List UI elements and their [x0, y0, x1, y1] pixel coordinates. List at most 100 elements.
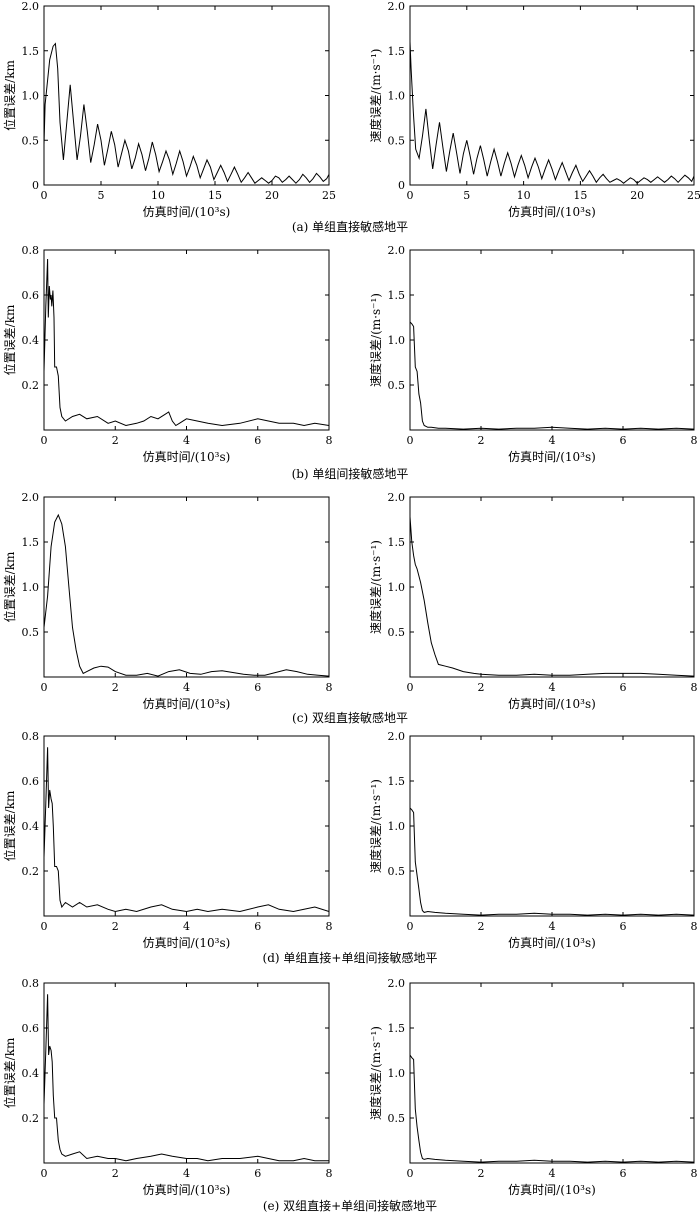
chart-0-0-xtick-label: 15	[208, 189, 222, 202]
chart-3-0-ytick-label: 0.2	[22, 865, 40, 878]
chart-0-1-ylabel: 速度误差/(m·s⁻¹)	[368, 49, 383, 143]
chart-4-0-ytick-label: 0.6	[22, 1022, 40, 1035]
chart-4-0-ytick-label: 0.4	[22, 1067, 40, 1080]
chart-4-0-xtick-label: 4	[183, 1167, 190, 1180]
chart-4-1-ytick-label: 2.0	[388, 977, 406, 990]
chart-0-0-ytick-label: 0	[32, 179, 39, 192]
chart-0-0-xtick-label: 5	[98, 189, 105, 202]
chart-4-1-xtick-label: 4	[549, 1167, 556, 1180]
chart-0-1-xtick-label: 5	[463, 189, 470, 202]
chart-4-0-ytick-label: 0.8	[22, 977, 40, 990]
chart-1-0-frame	[43, 249, 330, 431]
chart-2-1-ytick-label: 1.5	[388, 536, 406, 549]
chart-0-1-xlabel: 仿真时间/(10³s)	[508, 205, 596, 219]
chart-2-1-xtick-label: 4	[549, 681, 556, 694]
chart-3-1-xtick-label: 0	[407, 920, 414, 933]
chart-0-0-series-line	[43, 42, 330, 184]
chart-4-0-ylabel: 位置误差/km	[2, 1037, 17, 1108]
chart-1-1-ylabel: 速度误差/(m·s⁻¹)	[368, 293, 383, 387]
chart-3-1-xlabel: 仿真时间/(10³s)	[508, 936, 596, 950]
chart-0-0-ytick-label: 1.5	[22, 45, 40, 58]
chart-3-1-xtick-label: 2	[478, 920, 485, 933]
chart-1-1-series-line	[409, 321, 695, 430]
chart-4-1-ytick-label: 1.0	[388, 1067, 406, 1080]
chart-1-1-xtick-label: 2	[478, 434, 485, 447]
chart-1-1: 0 2 4 6 8 0.5 1.0 1.5 2.0 仿真时间/(10³s) 速度误差/(m·s⁻¹)	[368, 244, 698, 464]
chart-0-0-ytick-label: 1.0	[22, 90, 40, 103]
chart-0-0-ytick-label: 0.5	[22, 134, 40, 147]
chart-4-0-xtick-label: 0	[41, 1167, 48, 1180]
chart-1-0-xlabel: 仿真时间/(10³s)	[143, 450, 231, 464]
chart-3-1: 0 2 4 6 8 0.5 1.0 1.5 2.0 仿真时间/(10³s) 速度误差/(m·s⁻¹)	[368, 730, 698, 950]
chart-0-1-frame	[409, 5, 695, 186]
chart-3-0-ytick-label: 0.8	[22, 730, 40, 743]
chart-4-0-xtick-label: 8	[326, 1167, 333, 1180]
chart-0-1-ytick-label: 0	[398, 179, 405, 192]
caption-a: (a) 单组直接敏感地平	[292, 219, 408, 234]
chart-1-1-xtick-label: 6	[620, 434, 627, 447]
chart-3-0-xtick-label: 8	[326, 920, 333, 933]
chart-1-1-ytick-label: 1.5	[388, 289, 406, 302]
chart-1-0-ytick-label: 0.8	[22, 244, 40, 257]
chart-2-0-xlabel: 仿真时间/(10³s)	[143, 697, 231, 711]
chart-1-0: 0 2 4 6 8 0.2 0.4 0.6 0.8 仿真时间/(10³s) 位置误差/km	[2, 244, 333, 464]
chart-3-0-xlabel: 仿真时间/(10³s)	[143, 936, 231, 950]
chart-4-0-ytick-label: 0.2	[22, 1112, 40, 1125]
chart-4-1-xtick-label: 2	[478, 1167, 485, 1180]
chart-3-0-frame	[43, 735, 330, 917]
chart-4-1-xtick-label: 8	[691, 1167, 698, 1180]
chart-1-1-ytick-label: 0.5	[388, 379, 406, 392]
chart-0-0-frame	[43, 5, 330, 186]
chart-0-1-ytick-label: 1.5	[388, 45, 406, 58]
chart-0-1-xtick-label: 0	[407, 189, 414, 202]
chart-1-1-ytick-label: 1.0	[388, 334, 406, 347]
chart-1-0-ytick-label: 0.4	[22, 334, 40, 347]
chart-4-1-xlabel: 仿真时间/(10³s)	[508, 1183, 596, 1197]
chart-4-1-xtick-label: 0	[407, 1167, 414, 1180]
chart-1-0-ylabel: 位置误差/km	[2, 304, 17, 375]
chart-3-0-xtick-label: 2	[112, 920, 119, 933]
chart-3-0-xtick-label: 0	[41, 920, 48, 933]
chart-4-1: 0 2 4 6 8 0.5 1.0 1.5 2.0 仿真时间/(10³s) 速度误差/(m·s⁻¹)	[368, 977, 698, 1197]
chart-2-1-ylabel: 速度误差/(m·s⁻¹)	[368, 540, 383, 634]
chart-3-1-series-line	[409, 807, 695, 916]
chart-2-0-ylabel: 位置误差/km	[2, 551, 17, 622]
chart-3-1-xtick-label: 6	[620, 920, 627, 933]
chart-2-0-xtick-label: 4	[183, 681, 190, 694]
chart-0-0-xlabel: 仿真时间/(10³s)	[143, 205, 231, 219]
chart-2-1-frame	[409, 496, 695, 678]
chart-1-1-frame	[409, 249, 695, 431]
chart-4-1-ytick-label: 1.5	[388, 1022, 406, 1035]
chart-2-1-xlabel: 仿真时间/(10³s)	[508, 697, 596, 711]
chart-3-0-ytick-label: 0.4	[22, 820, 40, 833]
chart-0-0: 0 5 10 15 20 25 0 0.5 1.0 1.5 2.0 仿真时间/(10³s) 位置误差/k…	[2, 0, 336, 219]
chart-2-0-frame	[43, 496, 330, 678]
chart-2-1-xtick-label: 6	[620, 681, 627, 694]
chart-1-1-xtick-label: 0	[407, 434, 414, 447]
chart-2-1-ytick-label: 2.0	[388, 491, 406, 504]
chart-2-0-xtick-label: 0	[41, 681, 48, 694]
chart-2-0-ytick-label: 2.0	[22, 491, 40, 504]
chart-2-0-ytick-label: 1.5	[22, 536, 40, 549]
chart-0-0-ylabel: 位置误差/km	[2, 60, 17, 131]
chart-4-1-ytick-label: 0.5	[388, 1112, 406, 1125]
chart-4-0-xtick-label: 6	[254, 1167, 261, 1180]
chart-2-0-ytick-label: 0.5	[22, 626, 40, 639]
chart-0-0-xtick-label: 20	[265, 189, 279, 202]
chart-2-0: 0 2 4 6 8 0.5 1.0 1.5 2.0 仿真时间/(10³s) 位置误差/km	[2, 491, 333, 711]
chart-2-1-ytick-label: 1.0	[388, 581, 406, 594]
chart-4-1-series-line	[409, 1054, 695, 1163]
chart-2-1-ytick-label: 0.5	[388, 626, 406, 639]
chart-0-1-xtick-label: 15	[573, 189, 587, 202]
chart-4-1-xtick-label: 6	[620, 1167, 627, 1180]
chart-1-1-ytick-label: 2.0	[388, 244, 406, 257]
chart-3-0-ylabel: 位置误差/km	[2, 790, 17, 861]
caption-d: (d) 单组直接+单组间接敏感地平	[263, 950, 438, 965]
chart-0-1-xtick-label: 10	[517, 189, 531, 202]
chart-4-0-frame	[43, 982, 330, 1164]
chart-3-0-xtick-label: 4	[183, 920, 190, 933]
chart-0-1-series-line	[409, 41, 695, 184]
caption-c: (c) 双组直接敏感地平	[292, 710, 408, 725]
chart-2-0-series-line	[43, 513, 330, 677]
chart-0-1-ytick-label: 1.0	[388, 90, 406, 103]
